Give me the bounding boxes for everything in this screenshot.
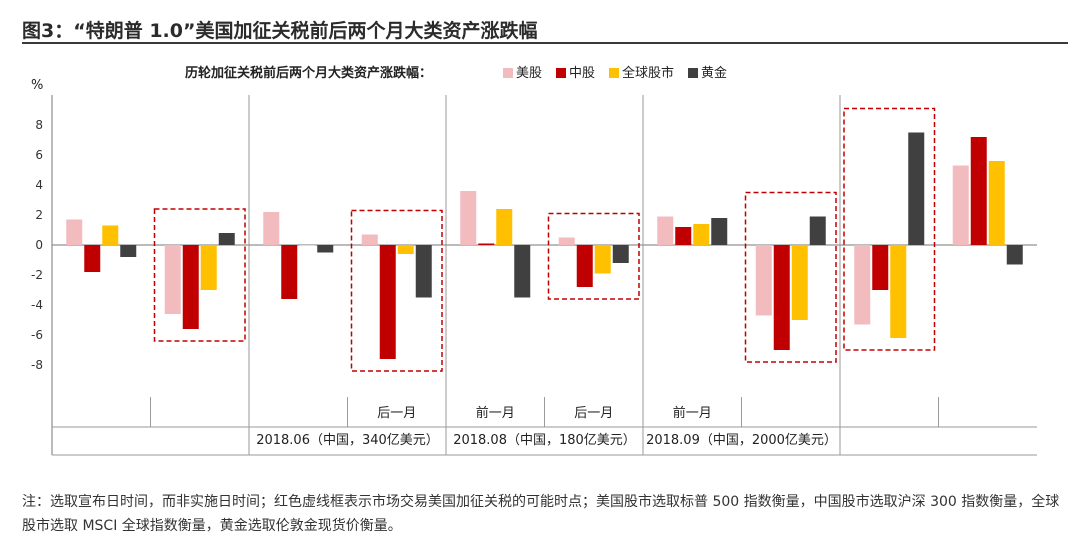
- bar: [558, 237, 575, 245]
- event-label: 2018.08（中国，180亿美元）: [453, 433, 636, 448]
- legend-label-4: 黄金: [701, 65, 727, 81]
- y-tick-label: 2: [35, 208, 43, 222]
- bar: [693, 224, 710, 245]
- y-tick-label: -2: [31, 268, 43, 282]
- bar: [773, 245, 790, 350]
- category-label: 后一月: [377, 406, 416, 421]
- y-tick-label: 8: [35, 118, 43, 132]
- bar: [460, 191, 477, 245]
- highlight-box: [843, 107, 936, 351]
- y-tick-label: 6: [35, 148, 43, 162]
- bar: [854, 245, 871, 325]
- bar: [299, 245, 316, 246]
- bar: [361, 234, 378, 245]
- legend-label-1: 美股: [516, 66, 542, 81]
- bar: [755, 245, 772, 316]
- bar: [612, 245, 629, 263]
- highlight-box: [153, 208, 246, 342]
- bar: [102, 225, 119, 245]
- legend-label-3: 全球股市: [622, 65, 674, 81]
- bar: [576, 245, 593, 287]
- category-label: 后一月: [574, 406, 613, 421]
- bar: [514, 245, 531, 298]
- bar: [1006, 245, 1023, 265]
- bar: [397, 245, 414, 254]
- category-label: 前一月: [673, 405, 712, 421]
- y-tick-label: -6: [31, 328, 43, 342]
- bar: [415, 245, 432, 298]
- bar: [890, 245, 907, 338]
- bar: [952, 165, 969, 245]
- highlight-box: [744, 191, 837, 363]
- bars: [66, 132, 1023, 359]
- bar: [872, 245, 889, 290]
- y-tick-label: 0: [35, 238, 43, 252]
- category-table: 后一月 前一月 后一月 前一月 2018.06（中国，340亿美元） 2018.08（中国…: [52, 397, 1037, 456]
- highlight-box: [350, 209, 443, 372]
- bar: [263, 212, 280, 245]
- legend-swatch-2: [556, 68, 566, 78]
- legend: 美股 中股 全球股市 黄金: [503, 65, 727, 81]
- event-label: 2018.09（中国，2000亿美元）: [646, 433, 837, 448]
- bar: [908, 132, 925, 245]
- y-axis-unit: %: [31, 78, 43, 93]
- bar: [379, 245, 396, 359]
- highlight-boxes: [153, 107, 936, 372]
- bar: [711, 218, 728, 245]
- bar: [164, 245, 181, 314]
- y-tick-label: -4: [31, 298, 43, 312]
- legend-swatch-1: [503, 68, 513, 78]
- footnote: 注：选取宣布日时间，而非实施日时间；红色虚线框表示市场交易美国加征关税的可能时点…: [22, 494, 1060, 534]
- legend-swatch-4: [688, 68, 698, 78]
- bar: [317, 245, 334, 253]
- legend-swatch-3: [609, 68, 619, 78]
- bar: [478, 243, 495, 245]
- event-label: 2018.06（中国，340亿美元）: [256, 433, 439, 448]
- chart-title: 历轮加征关税前后两个月大类资产涨跌幅：: [185, 65, 432, 81]
- bar: [657, 216, 674, 245]
- bar-chart: 历轮加征关税前后两个月大类资产涨跌幅： % 美股 中股 全球股市 黄金 8 6 4 2 0 -2…: [31, 65, 1037, 456]
- y-tick-label: 4: [35, 178, 43, 192]
- bar: [66, 219, 83, 245]
- bar: [970, 137, 987, 245]
- bar: [84, 245, 101, 272]
- bar: [200, 245, 217, 290]
- header-title: 图3：“特朗普 1.0”美国加征关税前后两个月大类资产涨跌幅: [22, 20, 538, 42]
- category-label: 前一月: [476, 405, 515, 421]
- bar: [675, 227, 692, 245]
- bar: [791, 245, 808, 320]
- bar: [988, 161, 1005, 245]
- bar: [218, 233, 235, 245]
- y-tick-label: -8: [31, 358, 43, 372]
- legend-label-2: 中股: [569, 66, 595, 81]
- bar: [120, 245, 137, 257]
- bar: [182, 245, 199, 329]
- bar: [496, 209, 513, 245]
- bar: [281, 245, 298, 299]
- header-rule: [22, 42, 1068, 44]
- bar: [809, 216, 826, 245]
- bar: [594, 245, 611, 274]
